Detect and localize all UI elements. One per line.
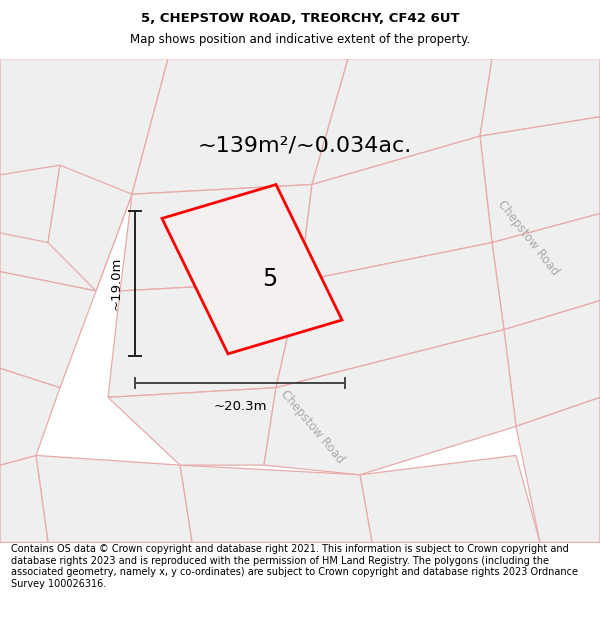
Polygon shape — [120, 184, 312, 291]
Polygon shape — [480, 59, 600, 136]
Polygon shape — [108, 281, 300, 398]
Polygon shape — [108, 388, 276, 465]
Polygon shape — [300, 136, 492, 281]
Polygon shape — [360, 456, 540, 542]
Text: ~20.3m: ~20.3m — [213, 400, 267, 412]
Polygon shape — [36, 456, 192, 542]
Polygon shape — [312, 59, 492, 184]
Text: ~19.0m: ~19.0m — [110, 257, 123, 311]
Text: 5, CHEPSTOW ROAD, TREORCHY, CF42 6UT: 5, CHEPSTOW ROAD, TREORCHY, CF42 6UT — [140, 12, 460, 25]
Polygon shape — [0, 272, 96, 388]
Polygon shape — [132, 59, 348, 194]
Text: Contains OS data © Crown copyright and database right 2021. This information is : Contains OS data © Crown copyright and d… — [11, 544, 578, 589]
Polygon shape — [492, 214, 600, 329]
Polygon shape — [162, 184, 342, 354]
Polygon shape — [276, 242, 504, 388]
Text: ~139m²/~0.034ac.: ~139m²/~0.034ac. — [198, 136, 412, 156]
Polygon shape — [0, 368, 60, 465]
Polygon shape — [516, 398, 600, 542]
Text: Chepstow Road: Chepstow Road — [278, 388, 346, 466]
Text: Chepstow Road: Chepstow Road — [495, 198, 561, 278]
Polygon shape — [48, 165, 132, 291]
Polygon shape — [504, 301, 600, 426]
Text: 5: 5 — [262, 267, 278, 291]
Polygon shape — [0, 165, 60, 242]
Polygon shape — [0, 175, 132, 291]
Polygon shape — [264, 329, 516, 475]
Polygon shape — [0, 59, 168, 194]
Text: Map shows position and indicative extent of the property.: Map shows position and indicative extent… — [130, 33, 470, 46]
Polygon shape — [0, 456, 48, 542]
Polygon shape — [180, 465, 372, 542]
Polygon shape — [480, 117, 600, 242]
